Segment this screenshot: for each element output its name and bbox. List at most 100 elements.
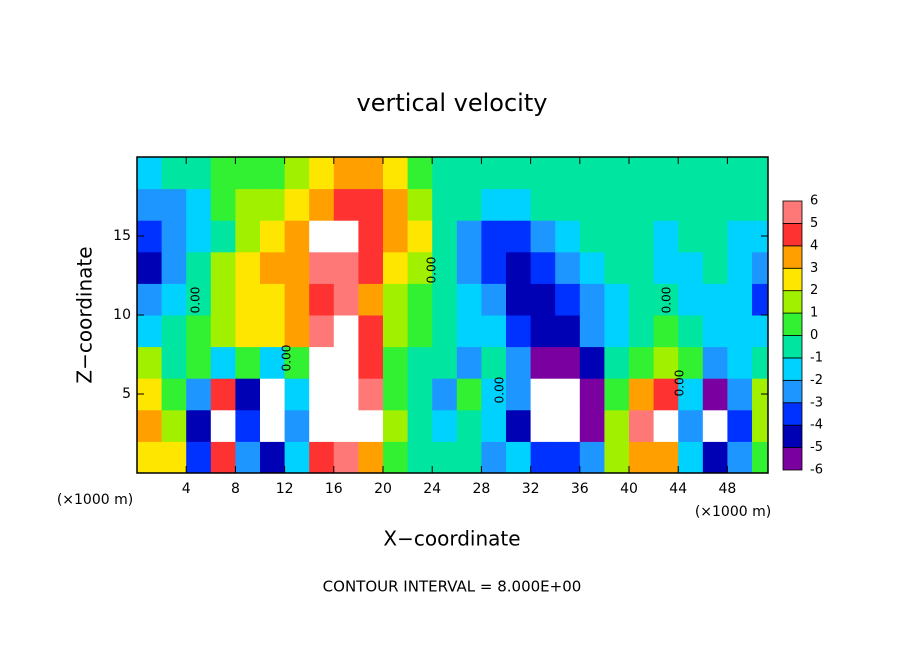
cell — [629, 283, 655, 316]
cell — [752, 315, 768, 348]
cell — [284, 441, 310, 473]
cell — [186, 188, 212, 221]
cell — [235, 315, 261, 348]
cell — [383, 409, 409, 442]
cell — [260, 346, 286, 379]
cell — [333, 157, 359, 190]
y-tick-label: 15 — [113, 228, 131, 244]
colorbar-label: 2 — [810, 283, 818, 298]
cell — [653, 346, 679, 379]
colorbar-label: -3 — [810, 395, 823, 410]
cell — [629, 188, 655, 221]
x-unit: (×1000 m) — [695, 504, 771, 520]
cell — [407, 220, 433, 253]
colorbar-label: -5 — [810, 440, 823, 455]
cell — [383, 378, 409, 411]
cell — [210, 378, 236, 411]
cell — [629, 378, 655, 411]
colorbar-label: -1 — [810, 350, 823, 365]
cell — [678, 188, 704, 221]
x-tick-label: 44 — [669, 481, 687, 497]
cell — [210, 251, 236, 284]
cell — [407, 409, 433, 442]
cell — [186, 378, 212, 411]
cell — [235, 441, 261, 473]
cell — [702, 251, 728, 284]
cell — [235, 188, 261, 221]
cell — [678, 157, 704, 190]
cell — [579, 220, 605, 253]
cell — [727, 283, 753, 316]
cell — [702, 188, 728, 221]
cell — [481, 251, 507, 284]
cell — [186, 220, 212, 253]
cell — [210, 441, 236, 473]
contour-label: 0.00 — [425, 257, 439, 284]
cell — [506, 441, 532, 473]
cell — [506, 409, 532, 442]
cell — [702, 315, 728, 348]
contour-label: 0.00 — [189, 287, 203, 314]
cell — [333, 409, 359, 442]
cell — [383, 251, 409, 284]
cell — [481, 441, 507, 473]
cell — [702, 283, 728, 316]
cell — [727, 409, 753, 442]
cell — [579, 188, 605, 221]
cell — [653, 315, 679, 348]
cell — [506, 315, 532, 348]
cell — [727, 220, 753, 253]
cell — [137, 346, 163, 379]
cell — [752, 188, 768, 221]
cell — [161, 441, 187, 473]
cell — [210, 283, 236, 316]
x-tick-label: 16 — [325, 481, 343, 497]
cell — [137, 188, 163, 221]
contour-label: 0.00 — [493, 377, 507, 404]
cell — [579, 283, 605, 316]
cell — [629, 346, 655, 379]
colorbar-box — [782, 245, 803, 269]
y-axis-label: Z−coordinate — [73, 246, 97, 383]
cell — [752, 157, 768, 190]
colorbar-box — [782, 267, 803, 292]
colorbar-box — [782, 200, 803, 224]
cell — [210, 409, 236, 442]
cell — [358, 283, 384, 316]
x-tick-label: 48 — [718, 481, 736, 497]
cell — [653, 441, 679, 473]
cell — [333, 346, 359, 379]
cell — [309, 378, 335, 411]
colorbar-label: 3 — [810, 261, 818, 276]
cell — [727, 378, 753, 411]
cell — [678, 315, 704, 348]
cell — [333, 188, 359, 221]
cell — [530, 346, 556, 379]
x-tick-label: 8 — [231, 481, 240, 497]
cell — [186, 441, 212, 473]
cell — [235, 283, 261, 316]
cell — [702, 220, 728, 253]
cell — [653, 378, 679, 411]
colorbar-box — [782, 312, 803, 336]
cell — [629, 251, 655, 284]
cell — [260, 188, 286, 221]
cell — [137, 315, 163, 348]
cell — [579, 441, 605, 473]
cell — [752, 251, 768, 284]
cell — [456, 251, 482, 284]
cell — [456, 315, 482, 348]
cell — [456, 283, 482, 316]
cell — [284, 188, 310, 221]
cell — [629, 220, 655, 253]
cell — [432, 283, 458, 316]
cell — [235, 409, 261, 442]
cell — [383, 157, 409, 190]
cell — [579, 378, 605, 411]
cell — [432, 220, 458, 253]
cell — [456, 220, 482, 253]
x-tick-label: 36 — [571, 481, 589, 497]
x-tick-label: 32 — [522, 481, 540, 497]
cell — [309, 409, 335, 442]
cell — [358, 441, 384, 473]
